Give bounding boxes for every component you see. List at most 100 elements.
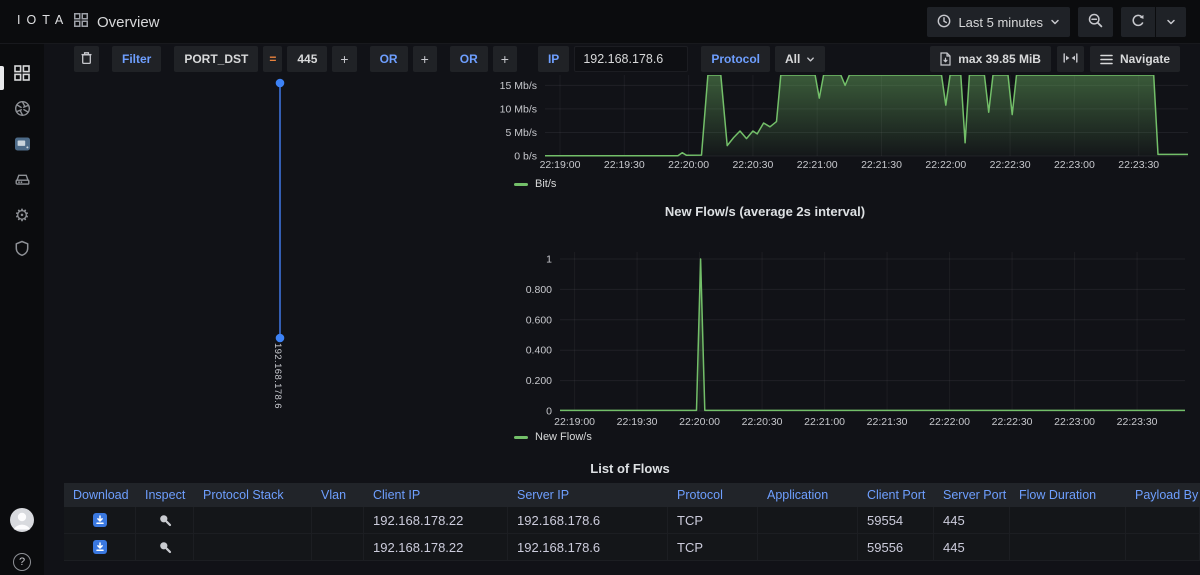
sidebar-item-dashboards[interactable] [0, 59, 44, 89]
column-header-client-ip[interactable]: Client IP [364, 483, 508, 507]
brand-logo: IOTA [17, 13, 69, 27]
time-range-picker[interactable]: Last 5 minutes [927, 7, 1070, 37]
filter-button[interactable]: Filter [112, 46, 161, 72]
protocol-label-chip[interactable]: Protocol [701, 46, 770, 72]
zoom-out-icon [1088, 13, 1103, 31]
cell-server_ip: 192.168.178.6 [508, 534, 668, 560]
column-header-protocol[interactable]: Protocol [668, 483, 758, 507]
cell-vlan [312, 534, 364, 560]
column-header-server-ip[interactable]: Server IP [508, 483, 668, 507]
sidebar-item-capture[interactable] [0, 95, 44, 125]
svg-text:0.400: 0.400 [526, 345, 552, 357]
svg-text:22:21:30: 22:21:30 [861, 159, 902, 171]
monitor-box-icon [14, 136, 31, 155]
fit-interval-button[interactable] [1057, 46, 1084, 72]
time-range-label: Last 5 minutes [958, 15, 1043, 30]
svg-text:22:20:00: 22:20:00 [679, 416, 720, 428]
column-header-flow-duration[interactable]: Flow Duration [1010, 483, 1126, 507]
menu-icon [1100, 54, 1113, 65]
bits-legend[interactable]: Bit/s [514, 178, 556, 190]
time-zoom-out-button[interactable] [1078, 7, 1113, 37]
delete-filter-button[interactable] [74, 46, 99, 72]
user-avatar[interactable] [0, 507, 44, 535]
svg-text:0.600: 0.600 [526, 314, 552, 326]
svg-text:22:19:00: 22:19:00 [554, 416, 595, 428]
help-button[interactable]: ? [0, 547, 44, 575]
cell-payload_bytes [1126, 534, 1200, 560]
cell-server_ip: 192.168.178.6 [508, 507, 668, 533]
filter-operator-chip[interactable]: = [263, 46, 282, 72]
host-node-graph[interactable] [268, 77, 292, 345]
add-condition-button[interactable]: + [332, 46, 356, 72]
filter-field-chip[interactable]: PORT_DST [174, 46, 258, 72]
svg-text:22:21:00: 22:21:00 [804, 416, 845, 428]
chevron-down-icon [806, 55, 815, 64]
column-header-download[interactable]: Download [64, 483, 136, 507]
column-header-protocol-stack[interactable]: Protocol Stack [194, 483, 312, 507]
flows-table-body: 192.168.178.22192.168.178.6TCP59554445 1… [64, 507, 1200, 561]
sidebar-item-settings[interactable]: ⚙ [0, 200, 44, 230]
ip-label-chip[interactable]: IP [538, 46, 569, 72]
flows-table-header: DownloadInspectProtocol StackVlanClient … [64, 483, 1200, 507]
drive-icon [14, 171, 31, 190]
ip-filter-input[interactable] [574, 46, 688, 72]
avatar [9, 507, 35, 536]
sidebar-item-security[interactable] [0, 235, 44, 265]
svg-text:1: 1 [546, 253, 552, 265]
node-endpoint-bottom [276, 334, 285, 343]
inspect-flow-button[interactable] [158, 513, 172, 527]
column-header-vlan[interactable]: Vlan [312, 483, 364, 507]
column-header-client-port[interactable]: Client Port [858, 483, 934, 507]
flows-panel-title: List of Flows [60, 461, 1200, 476]
refresh-button[interactable] [1121, 7, 1155, 37]
chevron-down-icon [1166, 15, 1176, 30]
filter-bar-right: max 39.85 MiB Navigate [930, 46, 1180, 72]
host-node-label: 192.168.178.6 [272, 343, 283, 409]
svg-text:22:20:00: 22:20:00 [668, 159, 709, 171]
refresh-interval-dropdown[interactable] [1156, 7, 1186, 37]
column-header-server-port[interactable]: Server Port [934, 483, 1010, 507]
sidebar-item-pcap-viewer[interactable] [0, 130, 44, 160]
svg-text:22:21:00: 22:21:00 [797, 159, 838, 171]
navigate-button[interactable]: Navigate [1090, 46, 1180, 72]
shield-icon [14, 240, 30, 260]
filter-bar: Filter PORT_DST = 445 + OR + OR + IP Pro… [74, 46, 825, 72]
newflows-chart[interactable]: 22:19:0022:19:3022:20:0022:20:3022:21:00… [500, 245, 1195, 435]
newflows-legend[interactable]: New Flow/s [514, 431, 592, 443]
column-header-payload-by[interactable]: Payload By [1126, 483, 1200, 507]
grid-icon [14, 65, 30, 84]
gear-icon: ⚙ [14, 207, 29, 224]
sidebar-item-storage[interactable] [0, 165, 44, 195]
add-condition-button-3[interactable]: + [493, 46, 517, 72]
or-chip-1[interactable]: OR [370, 46, 408, 72]
bits-chart[interactable]: 22:19:0022:19:3022:20:0022:20:3022:21:00… [500, 75, 1195, 175]
cell-flow_duration [1010, 507, 1126, 533]
or-chip-2[interactable]: OR [450, 46, 488, 72]
add-condition-button-2[interactable]: + [413, 46, 437, 72]
cell-application [758, 507, 858, 533]
protocol-select-value: All [785, 52, 800, 66]
download-pcap-button[interactable] [92, 512, 108, 528]
svg-text:22:23:30: 22:23:30 [1117, 416, 1158, 428]
inspect-flow-button[interactable] [158, 540, 172, 554]
column-header-inspect[interactable]: Inspect [136, 483, 194, 507]
table-row: 192.168.178.22192.168.178.6TCP59554445 [64, 507, 1200, 534]
protocol-select[interactable]: All [775, 46, 825, 72]
dashboard-grid-icon [74, 13, 88, 32]
refresh-group [1121, 7, 1186, 37]
clock-icon [937, 14, 951, 31]
svg-text:22:19:30: 22:19:30 [604, 159, 645, 171]
chevron-down-icon [1050, 15, 1060, 30]
svg-text:22:22:30: 22:22:30 [992, 416, 1033, 428]
file-download-icon [940, 52, 951, 66]
svg-text:22:22:00: 22:22:00 [925, 159, 966, 171]
filter-value-chip[interactable]: 445 [287, 46, 327, 72]
column-header-application[interactable]: Application [758, 483, 858, 507]
max-download-button[interactable]: max 39.85 MiB [930, 46, 1051, 72]
cell-protocol: TCP [668, 507, 758, 533]
svg-text:22:19:00: 22:19:00 [540, 159, 581, 171]
download-pcap-button[interactable] [92, 539, 108, 555]
newflows-legend-label: New Flow/s [535, 431, 592, 443]
cell-vlan [312, 507, 364, 533]
svg-text:10 Mb/s: 10 Mb/s [500, 103, 537, 115]
